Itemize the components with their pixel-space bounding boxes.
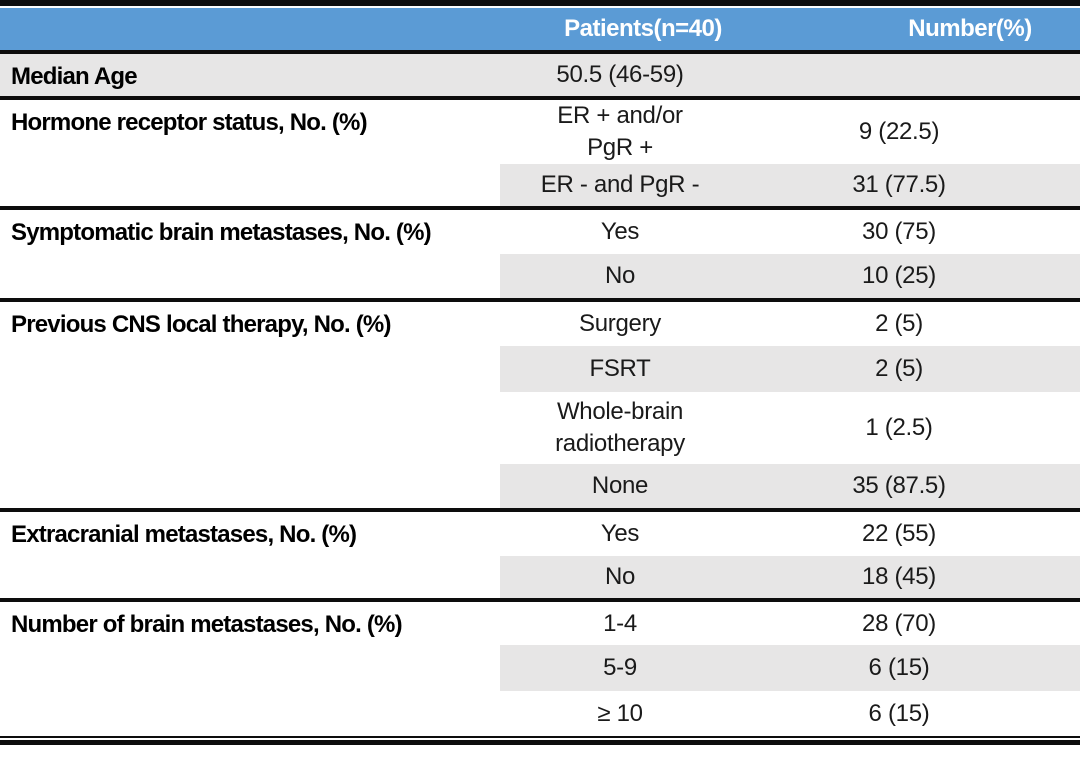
patients-cell: 1-4 (500, 598, 740, 645)
number-cell: 30 (75) (740, 206, 1080, 254)
patients-line-1: Whole-brain (556, 398, 684, 425)
table-row-hormone-er-positive: Hormone receptor status, No. (%) ER + an… (0, 96, 1080, 208)
table-row-extracranial-no: No 18 (45) (0, 556, 1080, 600)
header-cell-patients: Patients(n=40) (500, 15, 740, 43)
table-row-brainmets-10plus: ≥ 10 6 (15) (0, 691, 1080, 736)
table-top-border (0, 0, 1080, 8)
section-label-symptomatic: Symptomatic brain metastases, No. (%) (0, 206, 500, 300)
table-row-brainmets-1-4: Number of brain metastases, No. (%) 1-4 … (0, 598, 1080, 736)
table-header: Patients(n=40) Number(%) (0, 8, 1080, 50)
patients-cell: ≥ 10 (597, 699, 643, 727)
patients-cell: No (500, 556, 740, 600)
number-cell: 22 (55) (740, 508, 1080, 556)
patients-cell: ER - and PgR - (500, 164, 740, 208)
patients-cell: Surgery (500, 298, 740, 346)
section-label-number-brain-metastases: Number of brain metastases, No. (%) (0, 598, 500, 736)
section-label-previous-cns-therapy: Previous CNS local therapy, No. (%) (0, 298, 500, 510)
patients-cell: Yes (500, 508, 740, 556)
table-row-hormone-er-negative: ER - and PgR - 31 (77.5) (0, 164, 1080, 208)
table-row-symptomatic-no: No 10 (25) (0, 254, 1080, 300)
table-row-extracranial-yes: Extracranial metastases, No. (%) Yes 22 … (0, 508, 1080, 600)
number-cell: 6 (15) (740, 645, 1080, 691)
table-row-cns-fsrt: FSRT 2 (5) (0, 346, 1080, 392)
number-cell: 10 (25) (740, 254, 1080, 300)
number-cell: 31 (77.5) (740, 164, 1080, 208)
patients-cell: No (500, 254, 740, 300)
section-label-hormone-receptor: Hormone receptor status, No. (%) (0, 96, 500, 208)
column-header-number: Number(%) (908, 15, 1032, 42)
patients-cell: 5-9 (500, 645, 740, 691)
table-row-brainmets-5-9: 5-9 6 (15) (0, 645, 1080, 691)
number-cell: 1 (2.5) (865, 414, 933, 441)
patients-cell: None (500, 464, 740, 510)
patients-line-2: radiotherapy (555, 430, 685, 457)
table-bottom-border (0, 736, 1080, 745)
patients-line-2: PgR + (587, 134, 653, 161)
number-cell: 28 (70) (740, 598, 1080, 645)
number-cell: 6 (15) (868, 699, 930, 727)
patients-cell: Whole-brain radiotherapy (500, 392, 740, 464)
number-cell: 2 (5) (740, 298, 1080, 346)
table-row-cns-none: None 35 (87.5) (0, 464, 1080, 510)
patients-cell: 50.5 (46-59) (500, 54, 740, 98)
number-cell: 18 (45) (740, 556, 1080, 600)
table-row-cns-surgery: Previous CNS local therapy, No. (%) Surg… (0, 298, 1080, 510)
patients-line-1: ER + and/or (557, 102, 683, 129)
number-cell (740, 54, 1080, 98)
patients-cell: FSRT (500, 346, 740, 392)
patients-cell: Yes (500, 206, 740, 254)
patients-cell: ER + and/or PgR + (500, 96, 740, 164)
header-cell-number: Number(%) (740, 15, 1080, 43)
section-label-extracranial: Extracranial metastases, No. (%) (0, 508, 500, 600)
row-label: Median Age (0, 54, 500, 98)
patient-characteristics-table: Median Age 50.5 (46-59) Hormone receptor… (0, 54, 1080, 736)
number-cell: 2 (5) (740, 346, 1080, 392)
number-cell: 9 (22.5) (740, 96, 1080, 164)
column-header-patients: Patients(n=40) (564, 15, 722, 42)
table-row-median-age: Median Age 50.5 (46-59) (0, 54, 1080, 98)
header-divider (0, 50, 1080, 54)
table-row-cns-wbrt: Whole-brain radiotherapy 1 (2.5) (0, 392, 1080, 464)
table-row-symptomatic-yes: Symptomatic brain metastases, No. (%) Ye… (0, 206, 1080, 300)
number-cell: 35 (87.5) (740, 464, 1080, 510)
